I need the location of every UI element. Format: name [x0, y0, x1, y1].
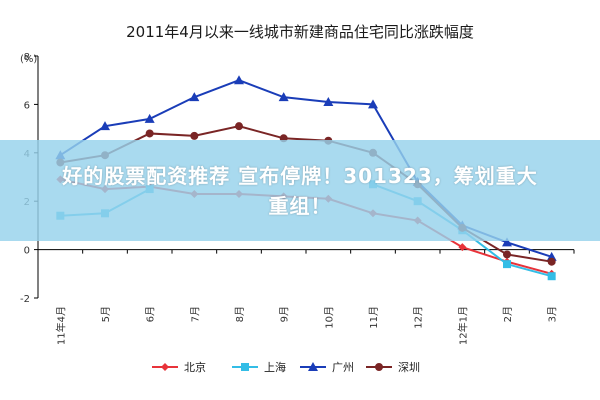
series-1-point [458, 243, 467, 252]
legend-item-4-label: 深圳 [398, 361, 420, 374]
legend-item-2: 上海 [232, 360, 286, 374]
x-tick-label: 11年4月 [54, 306, 67, 345]
series-4-point [503, 250, 511, 259]
chart-title: 2011年4月以来一线城市新建商品住宅同比涨跌幅度 [126, 23, 474, 41]
series-4-point [190, 131, 199, 140]
legend-item-2-swatch-marker [241, 363, 249, 371]
series-4-point [145, 129, 154, 138]
series-2-point [503, 260, 511, 269]
y-tick-label: -2 [20, 294, 30, 305]
x-tick-label: 3月 [547, 306, 559, 322]
series-3-point [502, 237, 512, 247]
y-tick-label: 0 [24, 246, 30, 257]
x-tick-label: 6月 [145, 306, 157, 322]
x-tick-label: 8月 [234, 306, 246, 322]
x-tick-label: 11月 [368, 306, 380, 329]
legend-item-1: 北京 [152, 360, 206, 374]
x-tick-label: 2月 [502, 306, 514, 322]
x-tick-label: 12年1月 [456, 306, 469, 345]
x-tick-label: 9月 [279, 306, 291, 322]
x-tick-label: 5月 [100, 306, 112, 322]
promo-banner[interactable]: 好的股票配资推荐 宣布停牌！301323，筹划重大 重组！ [0, 140, 600, 241]
legend-item-2-label: 上海 [264, 360, 286, 374]
y-tick-label: 8 [24, 52, 30, 63]
y-axis-unit-label: (%) [20, 54, 37, 65]
legend-item-1-swatch-marker [161, 363, 169, 371]
banner-headline-line-2: 重组！ [268, 193, 332, 218]
y-tick-label: 6 [24, 100, 30, 111]
banner-headline-line-1: 好的股票配资推荐 宣布停牌！301323，筹划重大 [62, 163, 538, 188]
series-3-point [234, 75, 244, 85]
x-tick-label: 10月 [323, 306, 335, 329]
series-3-point [278, 92, 289, 102]
x-tick-label: 7月 [189, 306, 201, 322]
series-4-point [547, 257, 556, 266]
series-3-point [144, 113, 155, 123]
legend: 北京 上海 广州 深圳 [152, 360, 420, 374]
legend-item-3-label: 广州 [332, 361, 354, 374]
legend-item-3-swatch-marker [308, 362, 318, 371]
series-2-point [547, 272, 556, 281]
legend-item-3: 广州 [300, 361, 354, 374]
series-3-point [189, 92, 200, 102]
series-4-point [235, 122, 243, 131]
legend-item-4-swatch-marker [375, 363, 383, 371]
series-3-point [368, 99, 378, 109]
series-3-point [323, 96, 334, 106]
legend-item-1-label: 北京 [184, 360, 206, 374]
legend-item-4: 深圳 [366, 361, 420, 374]
series-3-point [100, 121, 110, 131]
x-tick-label: 12月 [413, 306, 425, 329]
